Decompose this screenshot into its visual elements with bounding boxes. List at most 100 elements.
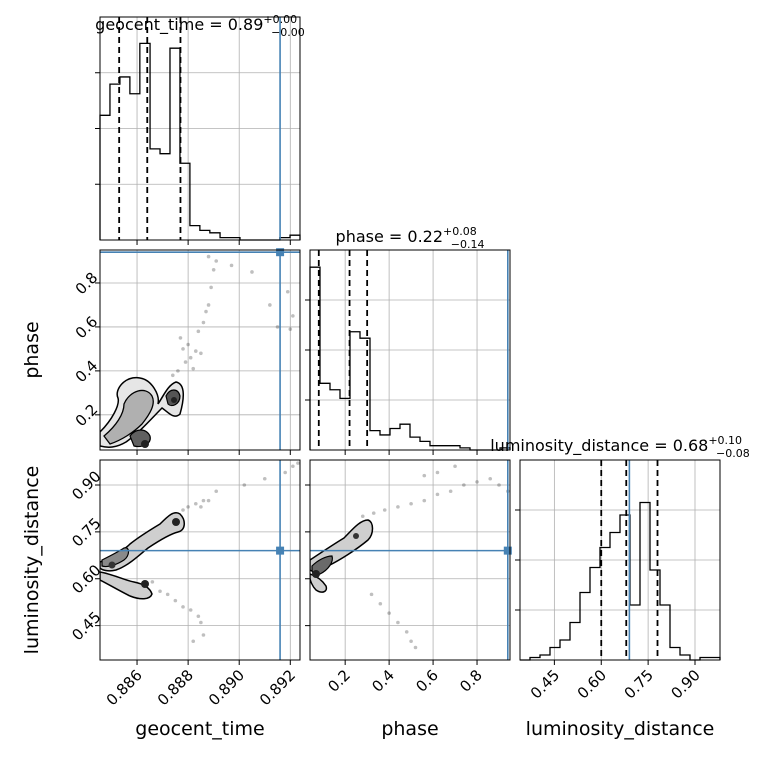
scatter-point <box>409 501 413 506</box>
scatter-point <box>497 483 501 487</box>
tick-label-x: 0.45 <box>527 666 563 702</box>
scatter-point <box>488 476 493 481</box>
scatter-point <box>462 483 466 487</box>
scatter-point <box>369 592 374 597</box>
scatter-point <box>229 263 234 268</box>
grid-layer <box>100 17 720 660</box>
scatter-point <box>288 327 293 331</box>
scatter-point <box>268 303 272 307</box>
scatter-point <box>360 514 365 519</box>
contour-lower <box>310 573 328 593</box>
scatter-point <box>206 254 211 259</box>
scatter-point <box>396 620 400 625</box>
scatter-point <box>188 355 193 360</box>
scatter-point <box>250 270 254 274</box>
scatter-point <box>448 489 453 494</box>
scatter-point <box>211 267 216 272</box>
scatter-point <box>188 608 193 612</box>
scatter-point <box>193 501 198 506</box>
scatter-point <box>181 347 185 351</box>
tick-label-x: 0.90 <box>667 666 703 702</box>
tick-label-x: 0.8 <box>456 666 486 696</box>
tick-label-x: 0.888 <box>154 666 197 709</box>
tick-label-x: 0.892 <box>256 666 299 709</box>
scatter-point <box>387 611 391 615</box>
title-phase: phase = 0.22+0.08 −0.14 <box>336 225 485 251</box>
contour-peak-2 <box>312 570 320 578</box>
scatter-point <box>422 473 427 478</box>
scatter-point <box>296 461 300 465</box>
tick-label-x: 0.886 <box>103 666 146 709</box>
density-contours-distance-vs-geocent-time <box>100 512 185 600</box>
tick-label-y: 0.8 <box>72 269 102 299</box>
density-contours-phase-vs-geocent-time <box>100 376 184 448</box>
scatter-point <box>206 303 211 307</box>
scatter-point <box>283 470 287 475</box>
scatter-point <box>191 366 196 371</box>
scatter-point <box>371 511 376 515</box>
scatter-point <box>275 325 280 329</box>
scatter-point <box>201 633 206 637</box>
scatter-point <box>191 639 196 644</box>
contour-peak-3 <box>108 561 116 569</box>
scatter-point <box>242 483 247 487</box>
tick-label-x: 0.75 <box>621 666 657 702</box>
scatter-point <box>199 351 203 356</box>
tick-label-x: 0.890 <box>205 666 248 709</box>
scatter-point <box>196 614 201 619</box>
scatter-point <box>186 505 190 509</box>
scatter-point <box>206 498 211 503</box>
scatter-point <box>214 489 219 494</box>
quantile-layer <box>118 17 659 660</box>
scatter-point <box>396 505 400 509</box>
xlabel-geocent-time: geocent_time <box>135 718 264 740</box>
truth-marker <box>276 546 285 555</box>
xlabel-phase: phase <box>381 718 438 740</box>
scatter-point <box>404 630 409 634</box>
scatter-point <box>204 309 208 314</box>
scatter-point <box>435 470 440 475</box>
scatter-point <box>209 285 213 290</box>
scatter-point <box>181 605 185 609</box>
histogram-luminosity-distance <box>520 501 721 661</box>
panel-outlines <box>99 16 721 661</box>
scatter-point <box>186 342 190 347</box>
scatter-point <box>183 360 188 364</box>
scatter-point <box>201 498 206 503</box>
scatter-point <box>409 639 413 644</box>
tick-label-y: 0.90 <box>68 467 104 503</box>
scatter-point <box>453 464 457 469</box>
contour-peak <box>353 533 359 539</box>
scatter-point <box>201 320 206 325</box>
scatter-point <box>165 592 170 597</box>
scatter-point <box>291 464 295 469</box>
truth-marker <box>276 248 285 257</box>
tick-label-y: 0.75 <box>68 514 104 550</box>
scatter-point <box>170 373 175 378</box>
scatter-point <box>422 498 427 503</box>
contour-peak-2 <box>141 580 149 588</box>
contour-lower <box>100 571 153 600</box>
tick-label-y: 0.45 <box>68 608 104 644</box>
scatter-point <box>199 620 203 625</box>
tick-label-y: 0.2 <box>72 401 102 431</box>
scatter-point <box>178 336 183 340</box>
scatter-point <box>196 329 201 334</box>
scatter-point <box>193 349 198 353</box>
tick-label-x: 0.6 <box>412 666 442 696</box>
scatter-point <box>382 508 387 512</box>
scatter-point <box>199 505 203 509</box>
tick-label-x: 0.4 <box>368 666 398 696</box>
scatter-point <box>150 580 155 584</box>
scatter-point <box>214 259 219 263</box>
tick-label-x: 0.60 <box>574 666 610 702</box>
scatter-point <box>378 601 383 606</box>
tick-label-x: 0.2 <box>324 666 354 696</box>
scatter-layer <box>150 254 510 650</box>
xlabel-luminosity-distance: luminosity_distance <box>526 718 715 740</box>
scatter-point <box>173 598 178 603</box>
scatter-point <box>158 589 162 594</box>
title-geocent-time: geocent_time = 0.89+0.00 −0.00 <box>95 13 305 39</box>
contour-peak-2 <box>171 397 177 403</box>
